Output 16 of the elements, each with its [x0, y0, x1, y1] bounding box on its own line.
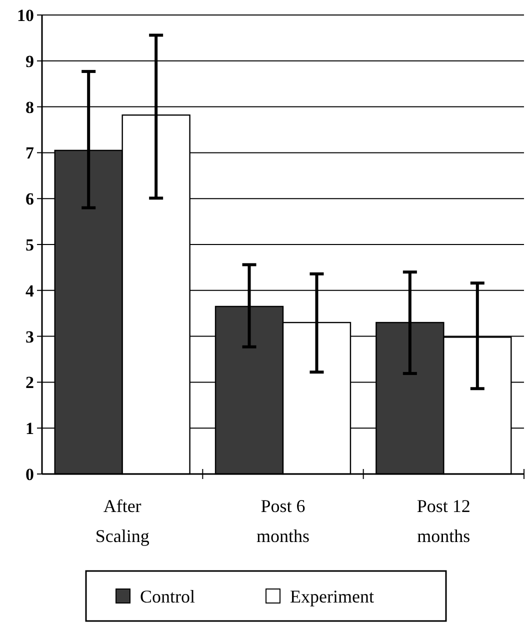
y-tick-label: 3	[26, 327, 34, 346]
y-tick-label: 9	[26, 52, 34, 71]
y-tick-label: 7	[26, 144, 34, 163]
x-tick-label: Post 6 months	[256, 496, 310, 546]
x-tick-label: After Scaling	[95, 496, 150, 546]
y-tick-label: 6	[26, 190, 34, 209]
x-tick-label: Post 12 months	[416, 496, 470, 546]
y-tick-label: 8	[26, 98, 34, 117]
y-tick-label: 0	[26, 464, 34, 484]
legend-label: Control	[140, 586, 196, 606]
y-tick-label: 5	[26, 235, 34, 254]
legend-label: Experiment	[290, 586, 374, 606]
y-tick-label: 1	[26, 419, 34, 438]
y-tick-label: 10	[17, 6, 34, 25]
y-tick-label: 4	[26, 281, 34, 300]
y-tick-label: 2	[26, 373, 34, 392]
